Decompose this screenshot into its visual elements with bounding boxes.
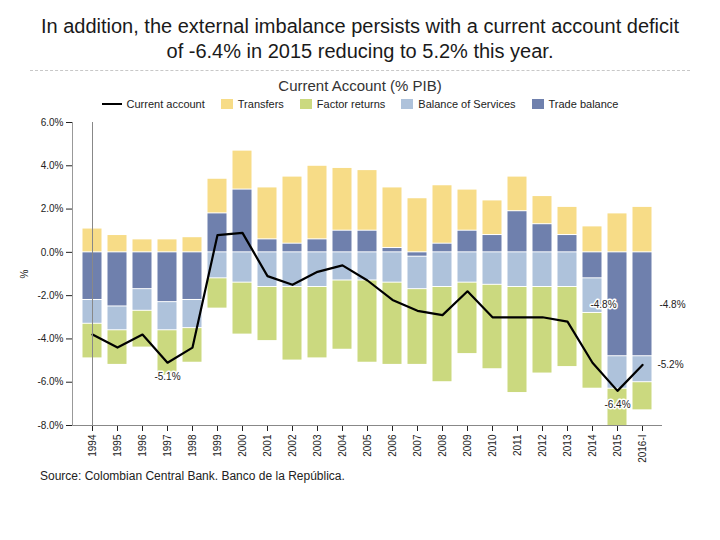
html-text:Balance of Services: Balance of Services bbox=[418, 98, 516, 110]
svg-text:2007: 2007 bbox=[412, 434, 423, 457]
svg-text:2004: 2004 bbox=[337, 434, 348, 457]
svg-text:-4.8%: -4.8% bbox=[590, 299, 616, 310]
svg-text:2.0%: 2.0% bbox=[41, 203, 64, 214]
svg-text:-5.2%: -5.2% bbox=[657, 359, 683, 370]
html-text:Transfers: Transfers bbox=[237, 98, 284, 110]
svg-text:2014: 2014 bbox=[587, 434, 598, 457]
svg-text:2010: 2010 bbox=[487, 434, 498, 457]
svg-text:2013: 2013 bbox=[562, 434, 573, 457]
svg-text:2008: 2008 bbox=[437, 434, 448, 457]
svg-text:1996: 1996 bbox=[137, 434, 148, 457]
svg-text:0.0%: 0.0% bbox=[41, 247, 64, 258]
svg-text:1997: 1997 bbox=[162, 434, 173, 457]
svg-text:-4.8%: -4.8% bbox=[659, 299, 685, 310]
svg-text:1998: 1998 bbox=[187, 434, 198, 457]
html-text:In addition, the external imba: In addition, the external imbalance pers… bbox=[40, 15, 680, 62]
svg-text:2015: 2015 bbox=[612, 434, 623, 457]
svg-text:-6.4%: -6.4% bbox=[604, 399, 630, 410]
svg-text:-2.0%: -2.0% bbox=[37, 290, 63, 301]
html-text:Source: Colombian Central Bank: Source: Colombian Central Bank. Banco de… bbox=[40, 469, 345, 483]
svg-text:1999: 1999 bbox=[212, 434, 223, 457]
svg-text:2009: 2009 bbox=[462, 434, 473, 457]
svg-text:2000: 2000 bbox=[237, 434, 248, 457]
svg-text:2002: 2002 bbox=[287, 434, 298, 457]
svg-text:2011: 2011 bbox=[512, 434, 523, 456]
html-text:Factor returns: Factor returns bbox=[316, 98, 386, 110]
svg-text:2012: 2012 bbox=[537, 434, 548, 457]
html-text:Trade balance: Trade balance bbox=[548, 98, 619, 110]
svg-text:4.0%: 4.0% bbox=[41, 160, 64, 171]
svg-text:2005: 2005 bbox=[362, 434, 373, 457]
svg-text:-8.0%: -8.0% bbox=[37, 420, 63, 431]
svg-text:2003: 2003 bbox=[312, 434, 323, 457]
html-text:Current account: Current account bbox=[126, 98, 205, 110]
svg-text:2001: 2001 bbox=[262, 434, 273, 457]
svg-text:1994: 1994 bbox=[87, 434, 98, 457]
svg-text:%: % bbox=[19, 269, 30, 278]
html-text:Current Account (% PIB): Current Account (% PIB) bbox=[278, 77, 442, 94]
svg-text:2016-I: 2016-I bbox=[637, 435, 648, 463]
svg-text:-6.0%: -6.0% bbox=[37, 376, 63, 387]
svg-text:6.0%: 6.0% bbox=[41, 117, 64, 128]
svg-text:-4.0%: -4.0% bbox=[37, 333, 63, 344]
svg-text:-5.1%: -5.1% bbox=[154, 371, 180, 382]
svg-text:2006: 2006 bbox=[387, 434, 398, 457]
svg-text:1995: 1995 bbox=[112, 434, 123, 457]
